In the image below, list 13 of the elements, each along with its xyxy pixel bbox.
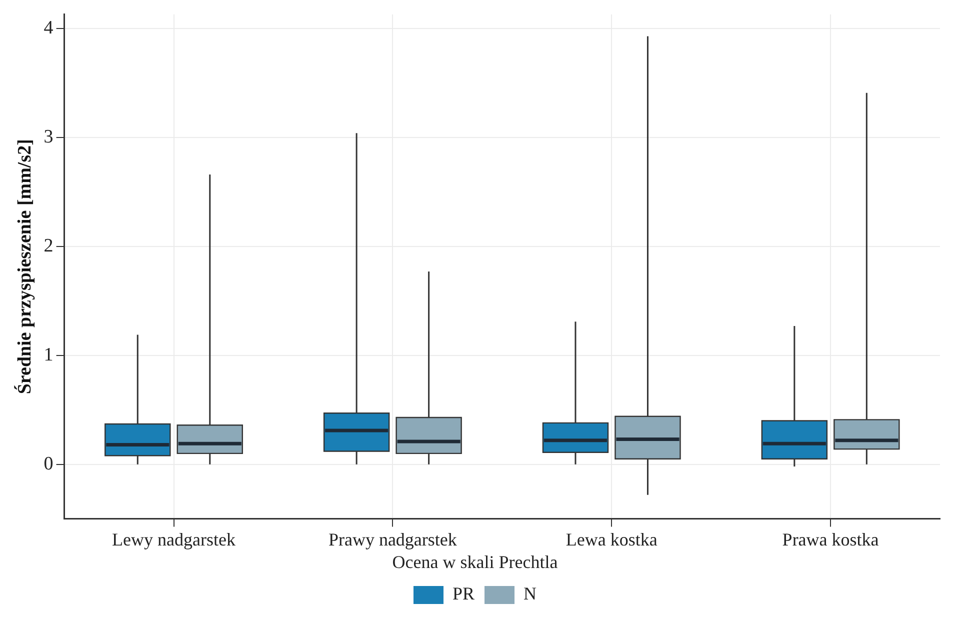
x-tick-label: Prawa kostka	[782, 529, 879, 550]
y-tick-label: 3	[44, 126, 54, 148]
y-tick-label: 4	[44, 18, 54, 39]
y-tick-label: 1	[44, 344, 54, 366]
legend-label: N	[524, 584, 537, 604]
y-axis-title: Średnie przyspieszenie [mm/s2]	[13, 139, 36, 394]
y-tick-label: 0	[44, 453, 54, 474]
y-tick-label: 2	[44, 235, 54, 256]
x-tick-label: Lewy nadgarstek	[112, 529, 236, 550]
legend-title: Ocena w skali Prechtla	[392, 552, 558, 572]
x-tick-label: Lewa kostka	[566, 529, 658, 550]
x-tick-label: Prawy nadgarstek	[328, 529, 457, 550]
legend-label: PR	[452, 584, 475, 604]
